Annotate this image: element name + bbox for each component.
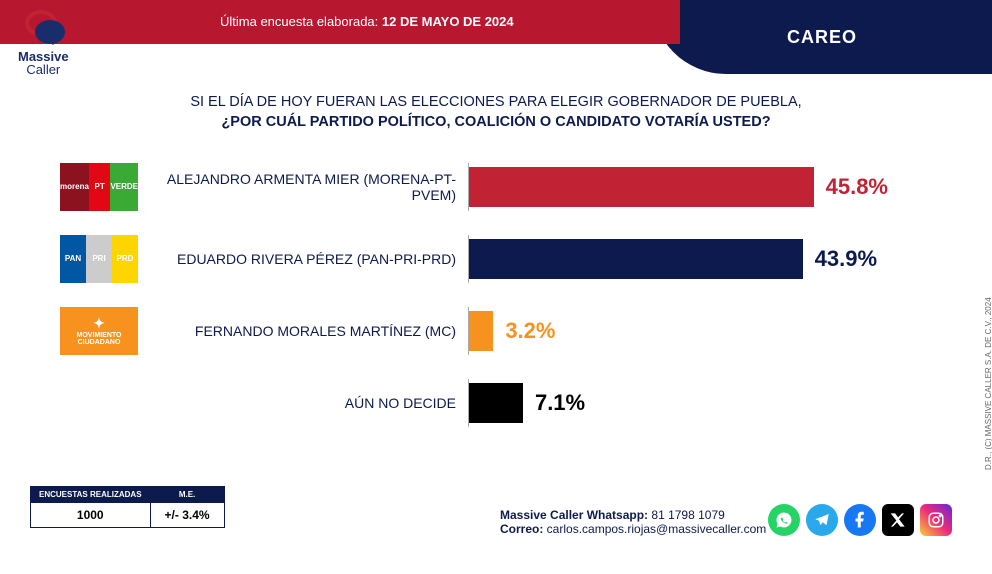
- bar-area: 3.2%: [468, 307, 888, 355]
- candidate-label: ALEJANDRO ARMENTA MIER (MORENA-PT-PVEM): [138, 171, 468, 203]
- email-label: Correo:: [500, 522, 543, 536]
- bar: [469, 239, 803, 279]
- question-line-2: ¿POR CUÁL PARTIDO POLÍTICO, COALICIÓN O …: [0, 112, 992, 132]
- stats-header-surveys: ENCUESTAS REALIZADAS: [31, 487, 151, 503]
- bar-area: 45.8%: [468, 163, 888, 211]
- party-stripe: VERDE: [110, 163, 138, 211]
- telegram-icon[interactable]: [806, 504, 838, 536]
- whatsapp-icon[interactable]: [768, 504, 800, 536]
- stats-surveys: 1000: [31, 503, 151, 528]
- candidate-label: AÚN NO DECIDE: [138, 395, 468, 411]
- party-stripe: PRI: [86, 235, 112, 283]
- chart-row: ✦MOVIMIENTOCIUDADANOFERNANDO MORALES MAR…: [60, 295, 940, 367]
- logo-text-2: Caller: [26, 63, 60, 76]
- chart-row: morenaPTVERDEALEJANDRO ARMENTA MIER (MOR…: [60, 151, 940, 223]
- party-logo: PANPRIPRD: [60, 235, 138, 283]
- question: SI EL DÍA DE HOY FUERAN LAS ELECCIONES P…: [0, 92, 992, 133]
- bar-area: 43.9%: [468, 235, 888, 283]
- whatsapp-value: 81 1798 1079: [648, 508, 725, 522]
- date-value: 12 DE MAYO DE 2024: [382, 14, 514, 29]
- bar-chart: morenaPTVERDEALEJANDRO ARMENTA MIER (MOR…: [60, 151, 940, 439]
- chart-row: AÚN NO DECIDE 7.1%: [60, 367, 940, 439]
- instagram-icon[interactable]: [920, 504, 952, 536]
- party-stripe: morena: [60, 163, 89, 211]
- bar: [469, 167, 814, 207]
- stats-table: ENCUESTAS REALIZADAS M.E. 1000 +/- 3.4%: [30, 486, 225, 528]
- percent-label: 3.2%: [505, 318, 555, 344]
- copyright: D.R., (C) MASSIVE CALLER S.A. DE C.V., 2…: [984, 90, 992, 470]
- question-line-1: SI EL DÍA DE HOY FUERAN LAS ELECCIONES P…: [0, 92, 992, 112]
- logo-icon: [19, 10, 67, 46]
- copyright-line-1: D.R., (C) MASSIVE CALLER S.A. DE C.V., 2…: [984, 90, 992, 470]
- contact: Massive Caller Whatsapp: 81 1798 1079 Co…: [500, 508, 766, 536]
- header: CAREO Última encuesta elaborada: 12 DE M…: [0, 0, 992, 74]
- chart-row: PANPRIPRDEDUARDO RIVERA PÉREZ (PAN-PRI-P…: [60, 223, 940, 295]
- percent-label: 43.9%: [815, 246, 877, 272]
- x-icon[interactable]: [882, 504, 914, 536]
- party-logo-mc: ✦MOVIMIENTOCIUDADANO: [60, 307, 138, 355]
- email-value: carlos.campos.riojas@massivecaller.com: [543, 522, 766, 536]
- stats-header-margin: M.E.: [150, 487, 224, 503]
- bar-area: 7.1%: [468, 379, 888, 427]
- party-stripe: PT: [89, 163, 111, 211]
- header-banner: CAREO: [652, 0, 992, 74]
- date-prefix: Última encuesta elaborada:: [220, 14, 382, 29]
- percent-label: 7.1%: [535, 390, 585, 416]
- header-date: Última encuesta elaborada: 12 DE MAYO DE…: [220, 14, 514, 29]
- bar: [469, 311, 493, 351]
- party-stripe: PAN: [60, 235, 86, 283]
- logo: Massive Caller: [18, 10, 69, 76]
- banner-label: CAREO: [787, 27, 857, 48]
- social-icons: [768, 504, 952, 536]
- footer: ENCUESTAS REALIZADAS M.E. 1000 +/- 3.4% …: [0, 494, 992, 558]
- stats-margin: +/- 3.4%: [150, 503, 224, 528]
- candidate-label: FERNANDO MORALES MARTÍNEZ (MC): [138, 323, 468, 339]
- candidate-label: EDUARDO RIVERA PÉREZ (PAN-PRI-PRD): [138, 251, 468, 267]
- party-logo: morenaPTVERDE: [60, 163, 138, 211]
- whatsapp-label: Massive Caller Whatsapp:: [500, 508, 648, 522]
- percent-label: 45.8%: [826, 174, 888, 200]
- bar: [469, 383, 523, 423]
- party-stripe: PRD: [112, 235, 138, 283]
- facebook-icon[interactable]: [844, 504, 876, 536]
